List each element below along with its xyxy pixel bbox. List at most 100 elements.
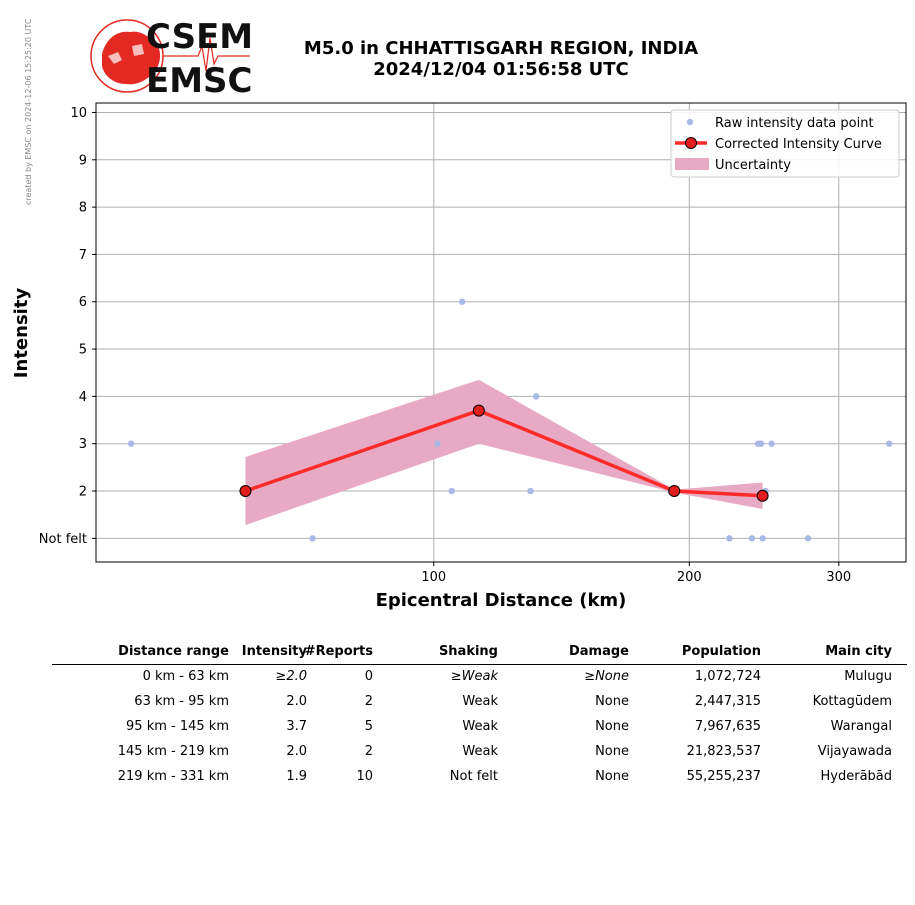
- table-cell: 7,967,635: [694, 719, 761, 734]
- legend-box: [670, 109, 900, 178]
- curve-group: [239, 404, 769, 502]
- logo-text-csem: CSEM: [146, 17, 254, 57]
- curve-marker: [239, 485, 252, 498]
- column-header: Distance range: [118, 644, 229, 659]
- column-header: Main city: [825, 644, 892, 659]
- table-cell: None: [595, 694, 629, 709]
- legend-band-swatch: [675, 158, 709, 170]
- table-cell: None: [595, 719, 629, 734]
- table-cell: None: [595, 744, 629, 759]
- raw-data-point: [434, 440, 441, 447]
- raw-data-point: [527, 487, 534, 495]
- title-datetime: 2024/12/04 01:56:58 UTC: [373, 59, 629, 80]
- table-cell: Vijayawada: [817, 744, 892, 759]
- y-tick-label: Not felt: [39, 532, 87, 547]
- raw-data-point: [448, 487, 455, 495]
- table-cell: 21,823,537: [686, 744, 761, 759]
- y-tick-label: 2: [79, 485, 87, 500]
- table-cell: 1,072,724: [694, 669, 761, 684]
- emsc-logo: CSEM EMSC: [88, 16, 258, 100]
- x-axis-label: Epicentral Distance (km): [376, 590, 627, 611]
- raw-data-point: [458, 298, 466, 305]
- table-cell: None: [595, 769, 629, 784]
- axes-group: Not felt 2 3 4 5 6 7 8 9 10 100 200 300: [39, 102, 907, 585]
- curve-marker: [756, 489, 769, 502]
- table-cell: 145 km - 219 km: [117, 744, 229, 759]
- table-cell: 2.0: [286, 694, 307, 709]
- y-tick-label: 7: [79, 248, 87, 263]
- table-cell: ≥None: [584, 669, 629, 684]
- table-cell: 2.0: [286, 744, 307, 759]
- column-header: Shaking: [438, 644, 498, 659]
- table-cell: 10: [356, 769, 373, 784]
- raw-data-point: [726, 535, 733, 542]
- table-cell: ≥2.0: [275, 669, 307, 684]
- raw-data-point: [532, 393, 540, 400]
- table-cell: 2: [364, 744, 373, 759]
- legend-raw-marker: [686, 118, 694, 126]
- y-tick-label: 10: [70, 106, 87, 121]
- logo-text-emsc: EMSC: [146, 61, 253, 101]
- raw-data-point: [127, 440, 135, 447]
- y-tick-label: 8: [79, 201, 87, 216]
- raw-data-point: [759, 535, 766, 542]
- globe-icon: [90, 19, 250, 93]
- summary-table: Distance range Intensity #Reports Shaking Da…: [52, 640, 907, 790]
- table-cell: 1.9: [286, 769, 307, 784]
- table-body: 0 km - 63 km ≥2.0 0 ≥Weak ≥None 1,072,724 Mulu…: [52, 665, 907, 790]
- curve-marker: [472, 404, 485, 417]
- column-header: #Reports: [304, 644, 373, 659]
- y-tick-label: 3: [79, 437, 87, 452]
- raw-data-point: [757, 440, 765, 447]
- legend-entry: Uncertainty: [715, 158, 791, 173]
- page-title: M5.0 in CHHATTISGARH REGION, INDIA 2024/…: [250, 38, 752, 80]
- y-tick-label: 5: [79, 343, 87, 358]
- uncertainty-band-group: [245, 379, 763, 526]
- table-cell: 2,447,315: [694, 694, 761, 709]
- raw-data-point: [804, 535, 812, 542]
- curve-marker: [668, 485, 681, 498]
- table-cell: Warangal: [830, 719, 892, 734]
- table-cell: 3.7: [286, 719, 307, 734]
- table-row: 0 km - 63 km ≥2.0 0 ≥Weak ≥None 1,072,724 Mulu…: [52, 665, 907, 690]
- title-event: M5.0 in CHHATTISGARH REGION, INDIA: [303, 38, 699, 59]
- table-cell: Kottagūdem: [812, 694, 892, 709]
- table-cell: 0 km - 63 km: [142, 669, 229, 684]
- legend-group: Raw intensity data point Corrected Intens…: [670, 109, 900, 178]
- column-header: Population: [681, 644, 761, 659]
- table-cell: 95 km - 145 km: [126, 719, 229, 734]
- raw-data-point: [768, 440, 775, 447]
- y-tick-label: 6: [79, 295, 87, 310]
- table-cell: 2: [364, 694, 373, 709]
- raw-data-point: [309, 535, 316, 542]
- table-row: 95 km - 145 km 3.7 5 Weak None 7,967,635 Waran…: [52, 715, 907, 740]
- table-cell: Mulugu: [844, 669, 892, 684]
- legend-entry: Raw intensity data point: [715, 116, 874, 131]
- intensity-chart: Not felt 2 3 4 5 6 7 8 9 10 100 200 300 Raw intensit…: [11, 102, 907, 611]
- raw-data-point: [748, 535, 756, 542]
- table-row: 63 km - 95 km 2.0 2 Weak None 2,447,315 Kottag…: [52, 690, 907, 715]
- y-tick-label: 9: [79, 153, 87, 168]
- x-tick-label: 300: [826, 570, 851, 585]
- table-cell: Not felt: [449, 769, 498, 784]
- table-cell: 63 km - 95 km: [134, 694, 229, 709]
- column-header: Damage: [568, 644, 629, 659]
- table-cell: 0: [364, 669, 373, 684]
- plot-frame: [95, 102, 907, 563]
- y-tick-label: 4: [79, 390, 87, 405]
- raw-data-point: [886, 440, 893, 447]
- table-cell: ≥Weak: [450, 669, 498, 684]
- table-cell: 55,255,237: [686, 769, 761, 784]
- table-cell: 219 km - 331 km: [117, 769, 229, 784]
- y-axis-label: Intensity: [11, 288, 32, 379]
- table-row: 219 km - 331 km 1.9 10 Not felt None 55,255,2…: [52, 765, 907, 790]
- table-cell: Weak: [462, 694, 498, 709]
- table-cell: Hyderābād: [820, 769, 893, 784]
- corrected-intensity-line: [244, 408, 763, 498]
- x-tick-label: 200: [677, 570, 702, 585]
- x-tick-label: 100: [421, 570, 446, 585]
- table-cell: Weak: [462, 744, 498, 759]
- table-cell: Weak: [462, 719, 498, 734]
- uncertainty-band: [245, 379, 763, 526]
- table-cell: 5: [364, 719, 373, 734]
